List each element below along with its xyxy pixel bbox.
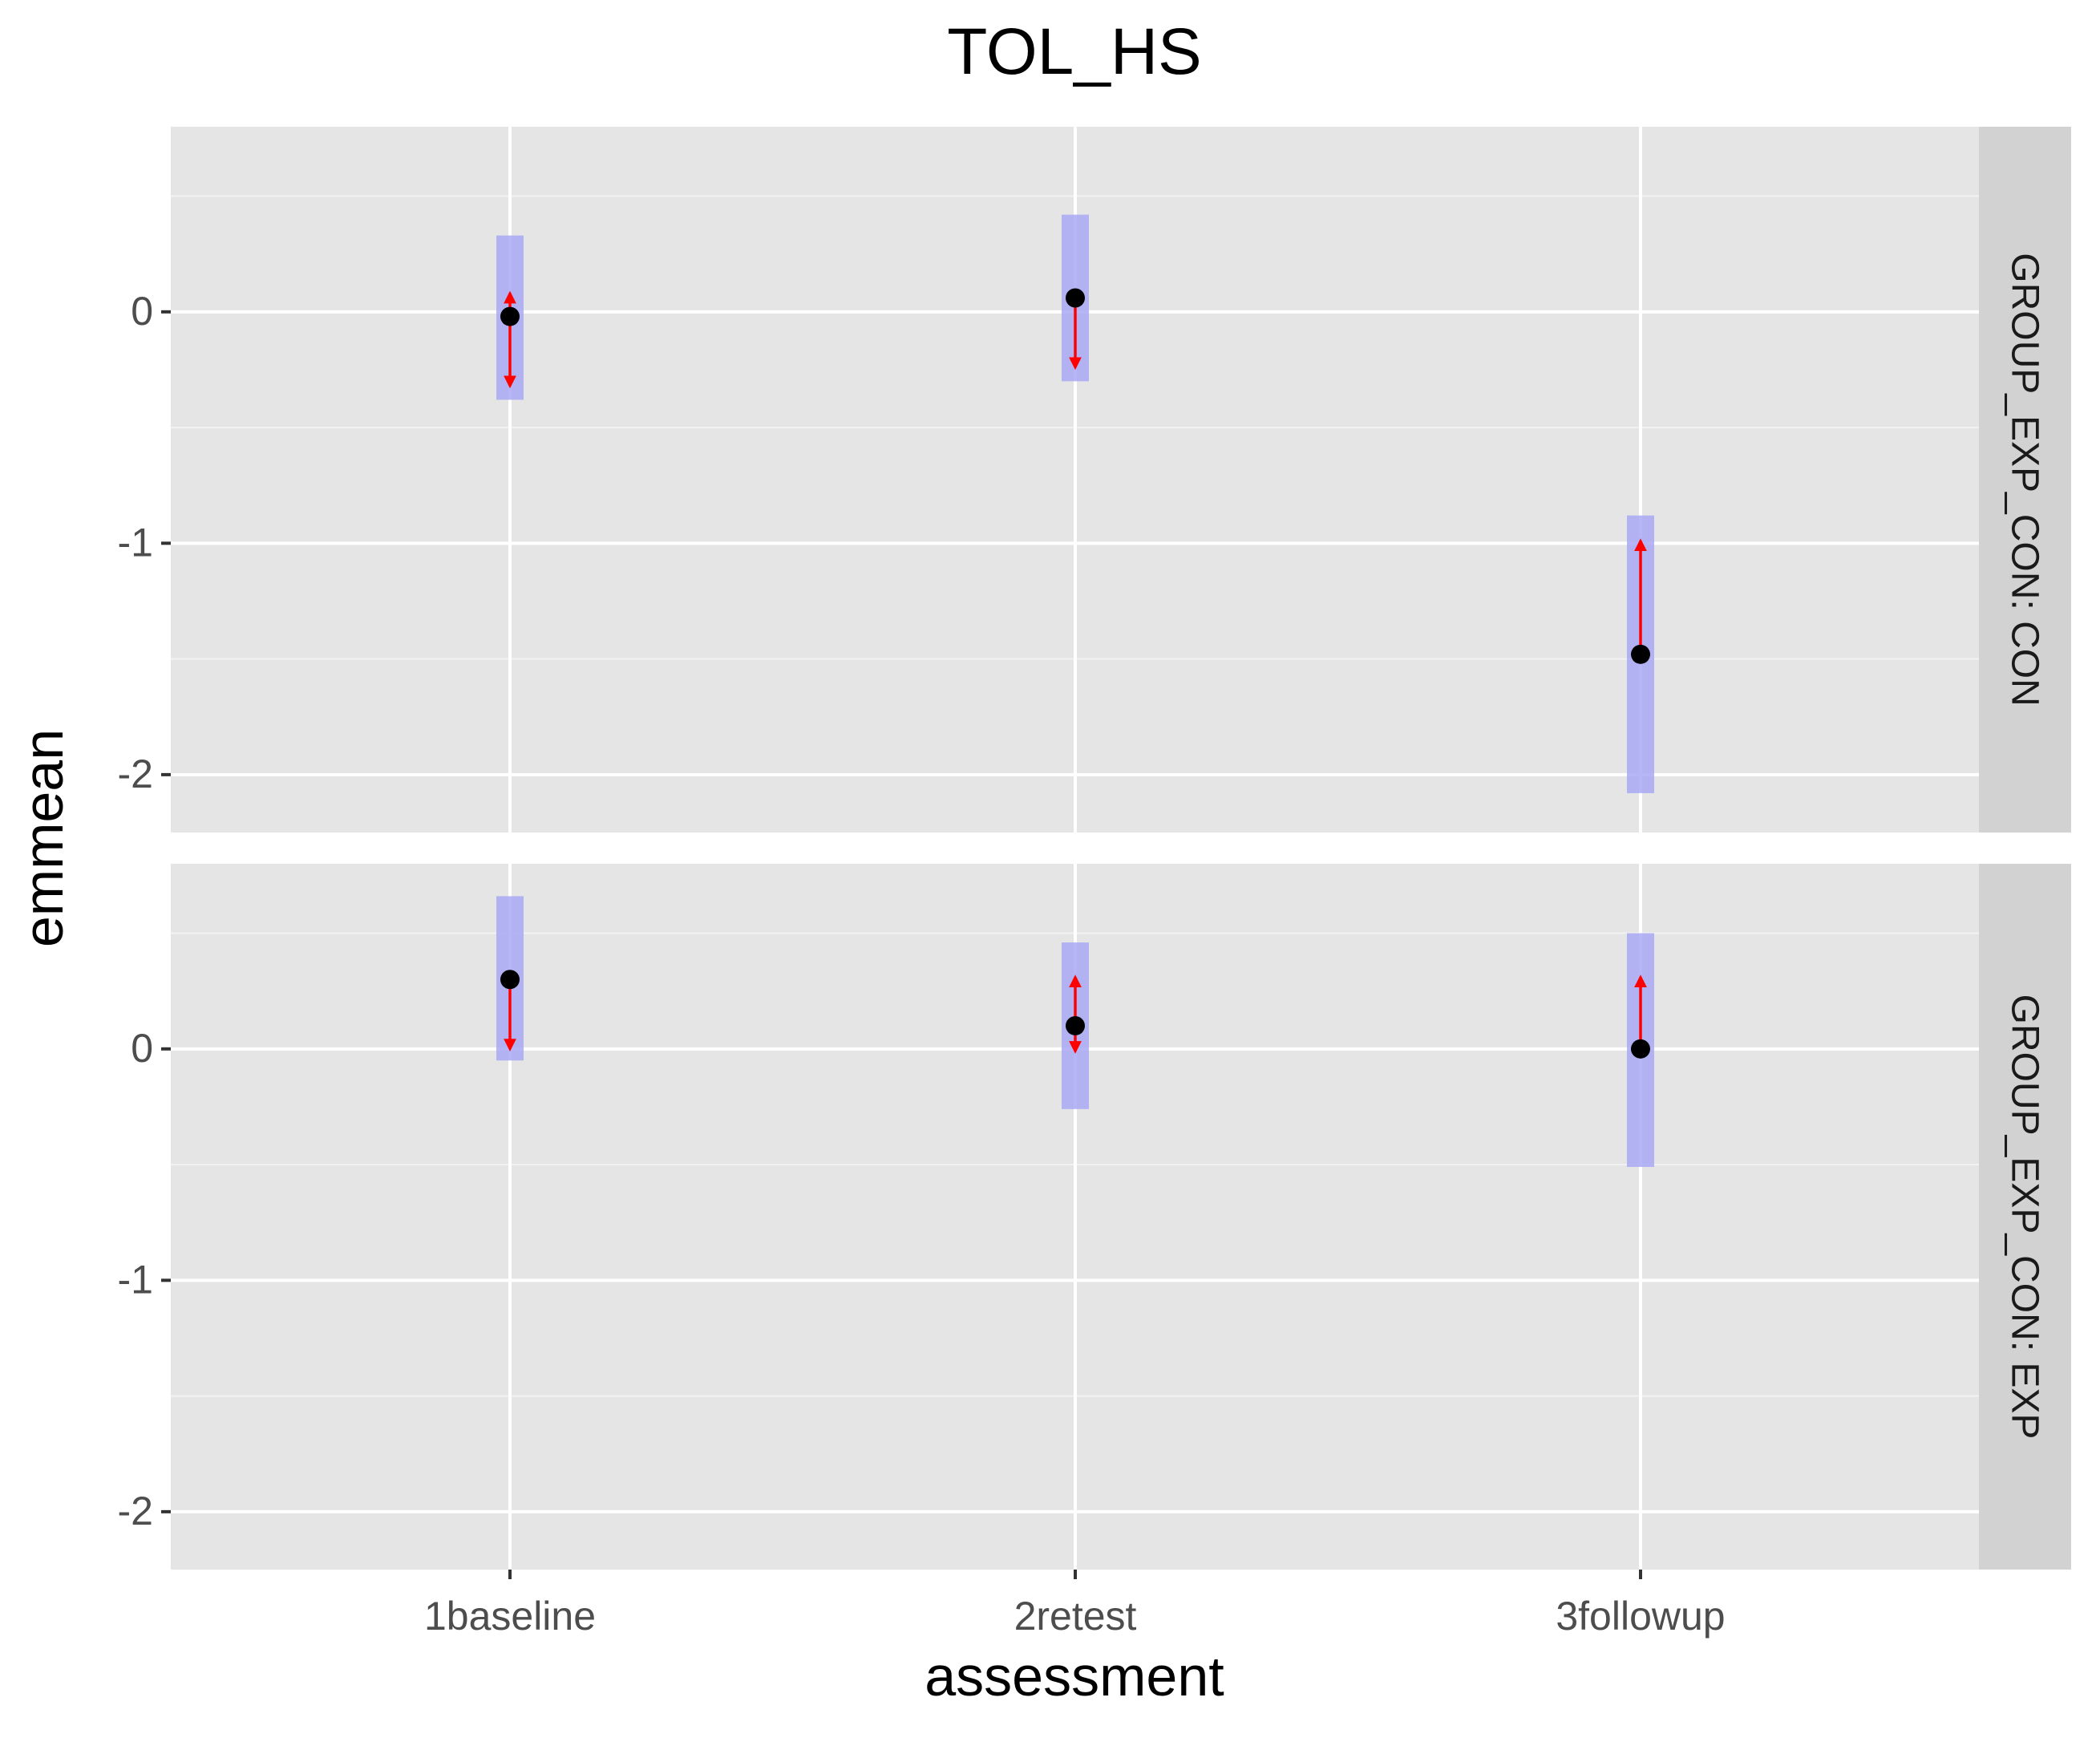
facet-strip-label: GROUP_EXP_CON: EXP — [2004, 995, 2046, 1440]
y-tick-label: -1 — [118, 1257, 153, 1302]
x-tick-label: 2retest — [1014, 1594, 1137, 1639]
y-tick-label: -2 — [118, 1489, 153, 1533]
y-axis-label: emmean — [12, 729, 75, 947]
emmean-point — [1066, 288, 1085, 308]
y-tick-label: 0 — [131, 289, 153, 334]
x-tick-label: 1baseline — [424, 1594, 596, 1639]
emmean-point — [1631, 644, 1650, 664]
facet-strip — [1979, 864, 2071, 1570]
emmean-point — [1631, 1039, 1650, 1059]
x-tick-label: 3followup — [1556, 1594, 1725, 1639]
y-tick-label: -1 — [118, 520, 153, 565]
emmean-point — [500, 970, 520, 990]
chart-title: TOL_HS — [947, 15, 1202, 88]
y-tick-label: 0 — [131, 1026, 153, 1071]
facet-panel: 0 -1 -2 GROUP_EXP_CON: EXP — [118, 864, 2071, 1570]
panels-layer: 0 -1 -2 GROUP_EXP_CON: CON 0 -1 -2 GROUP_EXP_CO… — [118, 127, 2071, 1639]
emmean-point — [500, 306, 520, 326]
x-axis-label: assessment — [925, 1645, 1224, 1708]
emmean-point — [1066, 1015, 1085, 1035]
y-tick-label: -2 — [118, 751, 153, 796]
facet-strip — [1979, 127, 2071, 833]
facet-strip-label: GROUP_EXP_CON: CON — [2004, 253, 2046, 706]
facet-panel: 0 -1 -2 GROUP_EXP_CON: CON — [118, 127, 2071, 833]
